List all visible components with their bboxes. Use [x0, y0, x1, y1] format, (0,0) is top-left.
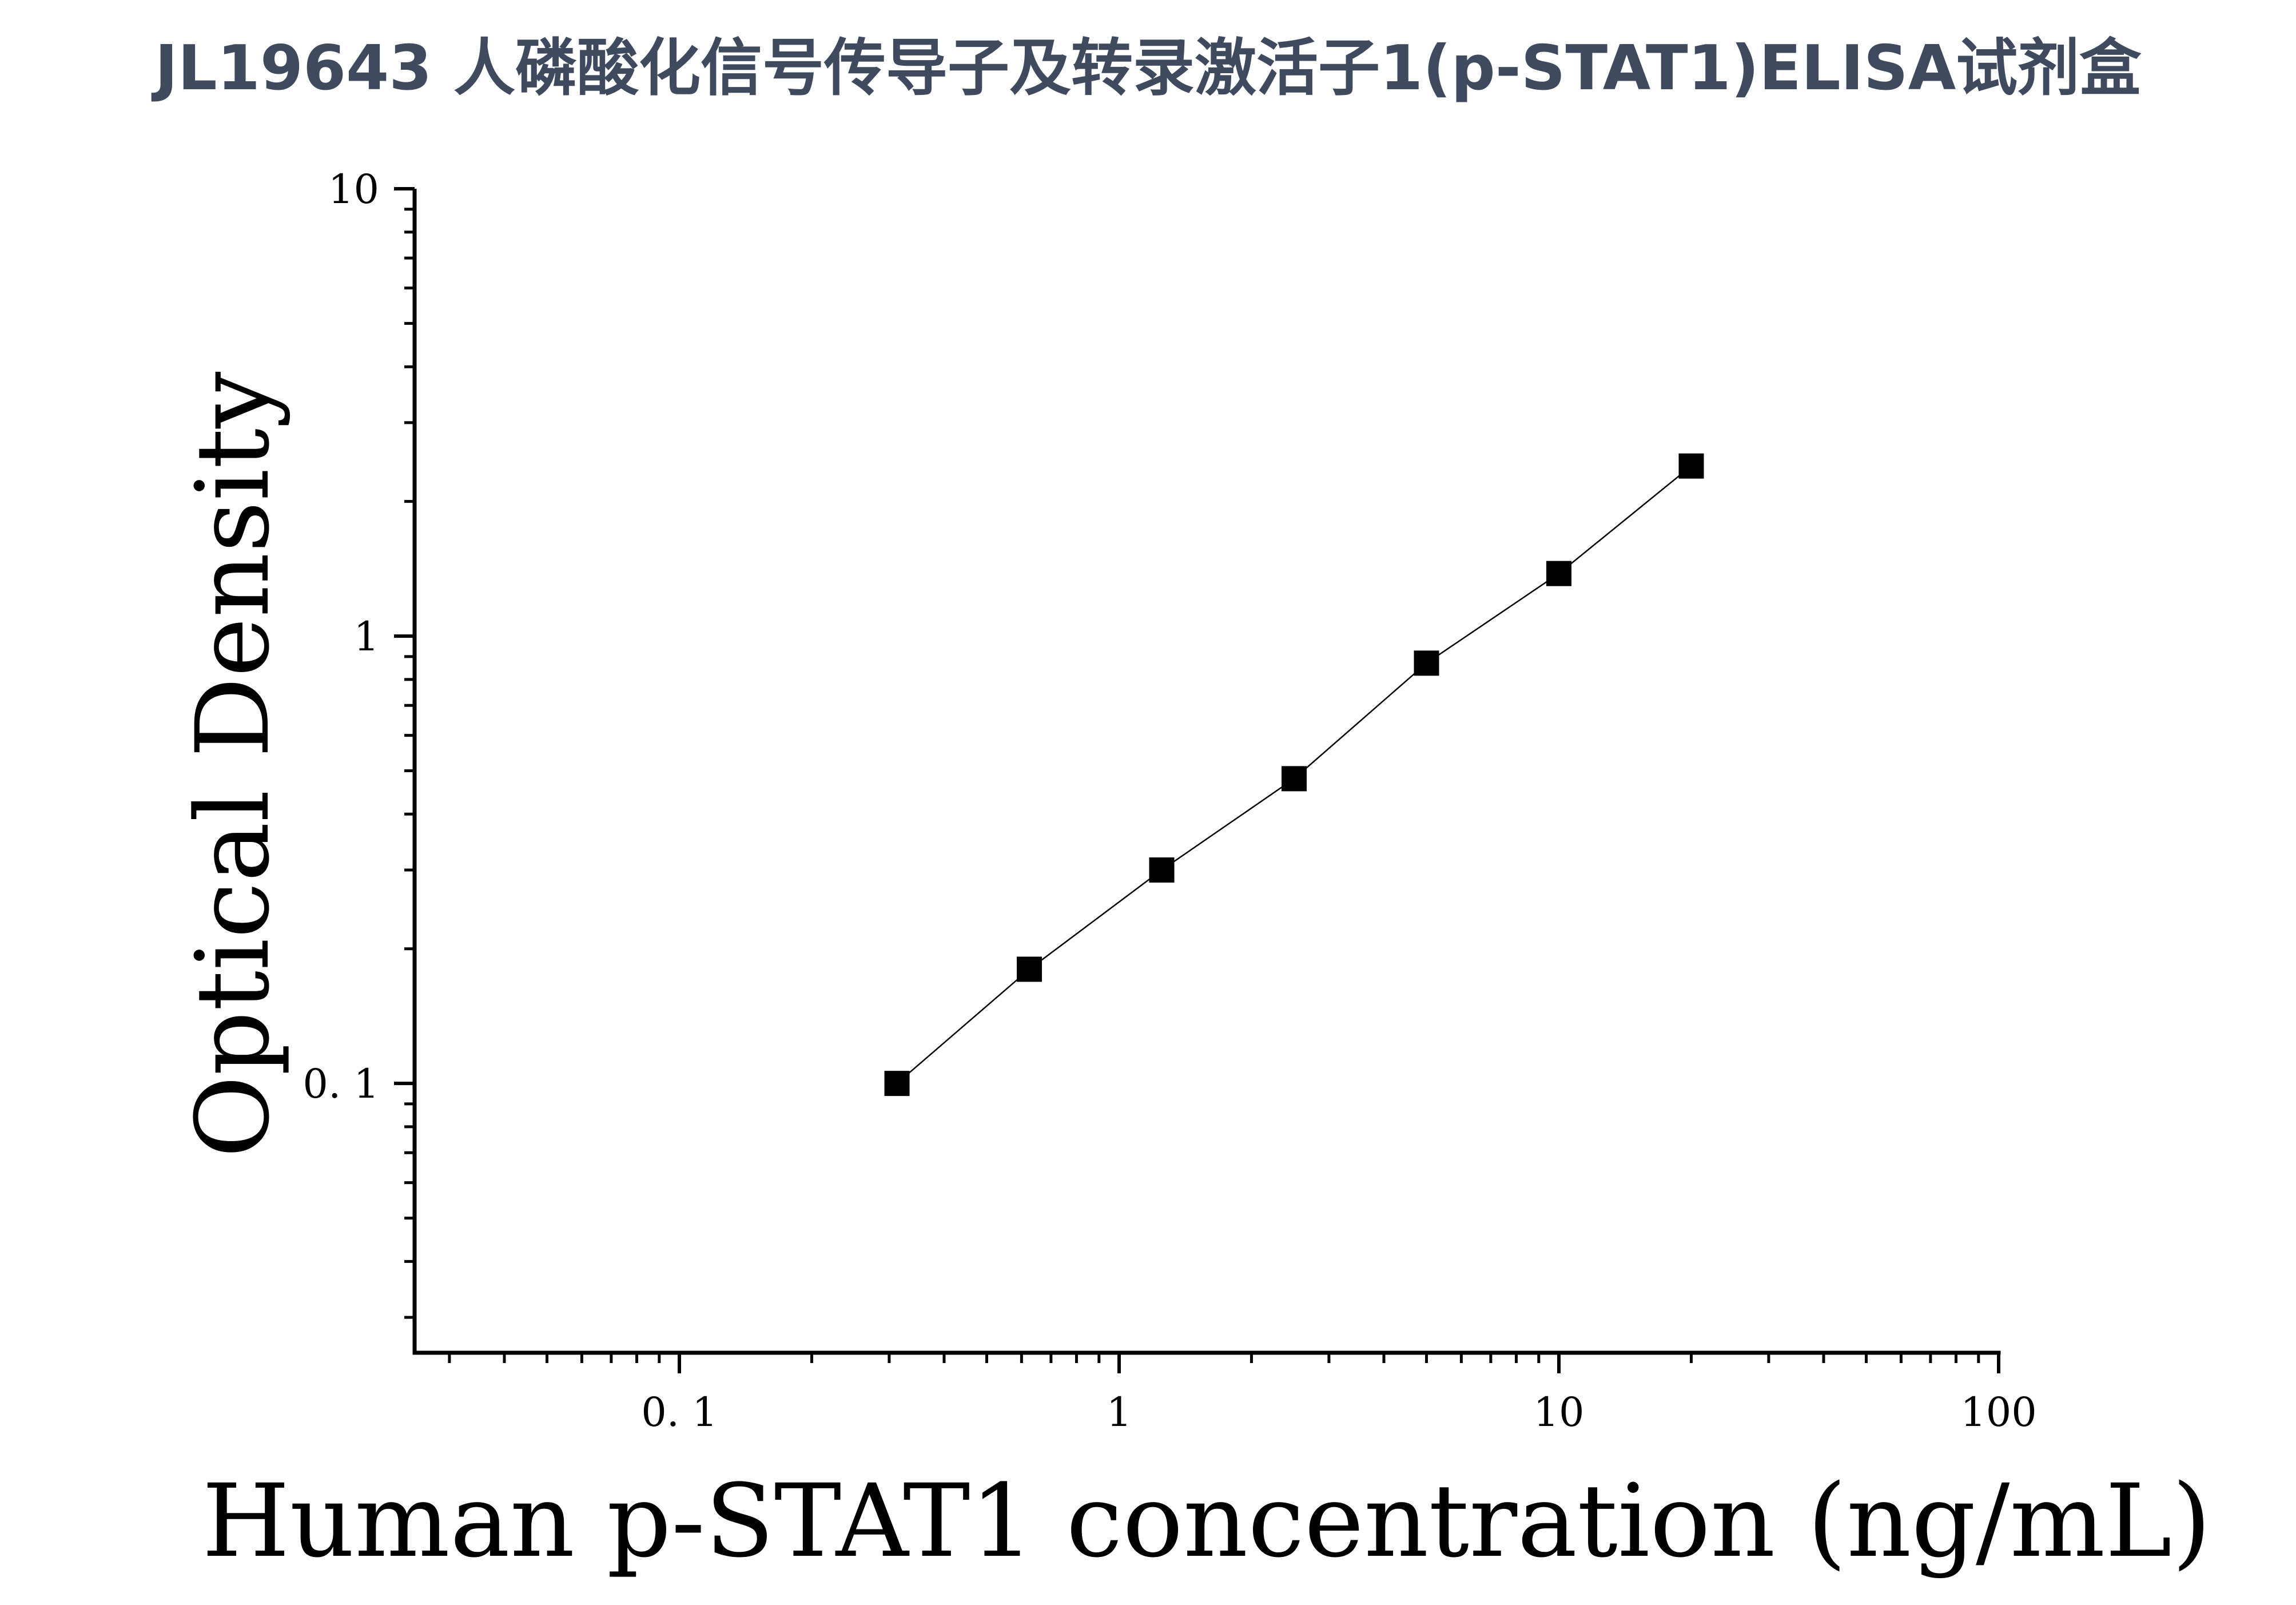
data-point — [1414, 650, 1439, 676]
y-tick-label: 0. 1 — [303, 1060, 379, 1107]
x-major-ticks — [677, 1353, 2000, 1373]
y-tick-label: 10 — [328, 166, 379, 213]
x-tick-label: 0. 1 — [641, 1389, 718, 1436]
plot-area: 0. 1 1 10 100 0. 1 1 10 — [303, 166, 2036, 1436]
y-axis-title: Optical Density — [174, 371, 292, 1158]
data-points — [884, 453, 1704, 1097]
page-title: JL19643 人磷酸化信号传导子及转录激活子1(p-STAT1)ELISA试剂… — [154, 33, 2142, 104]
x-tick-label: 100 — [1960, 1389, 2037, 1436]
data-point — [1017, 956, 1042, 982]
x-tick-label: 10 — [1533, 1389, 1584, 1436]
y-tick-label: 1 — [353, 613, 379, 660]
data-point — [1678, 453, 1704, 479]
x-tick-labels: 0. 1 1 10 100 — [641, 1389, 2037, 1436]
data-point — [884, 1071, 910, 1097]
data-point — [1282, 766, 1307, 792]
x-tick-label: 1 — [1107, 1389, 1132, 1436]
y-tick-labels: 0. 1 1 10 — [303, 166, 379, 1107]
data-point — [1546, 561, 1571, 586]
data-point — [1149, 857, 1175, 883]
x-axis-title: Human p-STAT1 concentration (ng/mL) — [202, 1463, 2211, 1580]
y-major-ticks — [394, 187, 415, 1086]
